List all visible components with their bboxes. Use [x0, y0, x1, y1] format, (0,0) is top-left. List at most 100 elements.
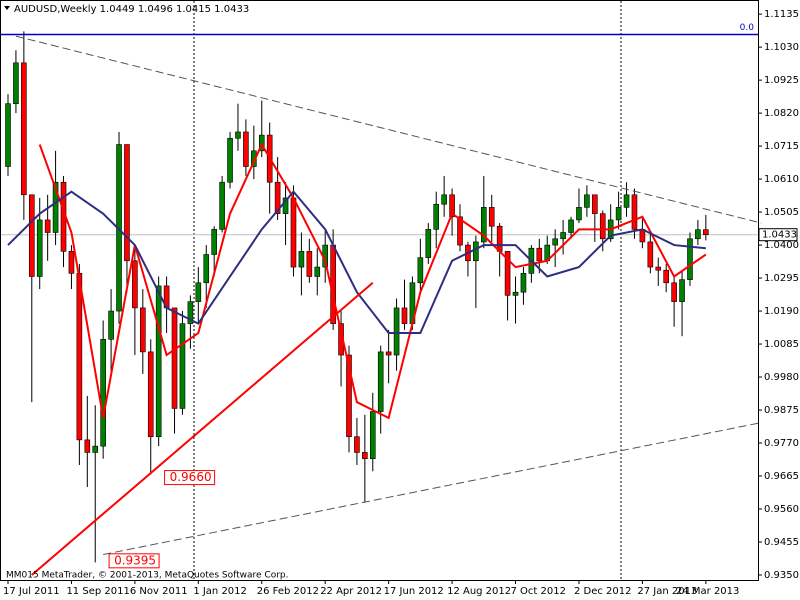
- candle-body: [504, 251, 511, 296]
- candle-body: [687, 238, 693, 280]
- candle-body: [155, 285, 162, 438]
- candle-body: [592, 194, 598, 214]
- candle-body: [36, 219, 43, 277]
- candle-body: [568, 219, 574, 233]
- y-tick-label: 1.0610: [764, 174, 799, 185]
- candle-body: [679, 279, 685, 302]
- candle-body: [203, 254, 210, 284]
- candle-body: [354, 436, 360, 453]
- candle-body: [362, 452, 368, 460]
- x-tick-label: 12 Aug 2012: [447, 586, 511, 597]
- candle-body: [140, 307, 146, 353]
- candle-body: [52, 181, 59, 233]
- copyright: MM015 MetaTrader, © 2001-2013, MetaQuote…: [6, 571, 288, 581]
- y-tick-label: 1.0400: [764, 240, 799, 251]
- candle-body: [536, 247, 543, 262]
- candle-body: [346, 354, 352, 438]
- candle-body: [76, 273, 83, 441]
- x-tick-label: 11 Sep 2011: [66, 586, 129, 597]
- line: [31, 282, 374, 576]
- candle-body: [227, 137, 233, 183]
- candle-body: [488, 207, 495, 227]
- candle-body: [473, 241, 479, 262]
- x-tick-label: 27 Jan 2013: [637, 586, 697, 597]
- candle-body: [211, 229, 217, 255]
- price-label: 0.9660: [170, 470, 212, 484]
- y-tick-label: 0.9455: [764, 537, 799, 548]
- y-tick-label: 0.9980: [764, 372, 799, 383]
- candle-body: [314, 266, 321, 277]
- candle-body: [599, 213, 606, 240]
- candle-body: [84, 439, 91, 453]
- candle-body: [124, 144, 130, 262]
- y-tick-label: 1.0925: [764, 75, 799, 86]
- candle-body: [68, 251, 75, 274]
- plot: 0.0 0.9660 0.9395: [1, 23, 762, 576]
- y-tick-label: 0.9665: [764, 471, 799, 482]
- candle-body: [195, 282, 202, 302]
- candle-body: [393, 307, 400, 356]
- candle-body: [647, 241, 654, 268]
- candle-body: [615, 207, 622, 221]
- y-tick-label: 1.0820: [764, 108, 799, 119]
- x-tick-label: 17 Jun 2012: [384, 586, 444, 597]
- x-tick-label: 6 Nov 2011: [130, 586, 188, 597]
- candle-body: [385, 351, 392, 356]
- y-tick-label: 1.1135: [764, 9, 799, 20]
- line: [7, 190, 706, 335]
- candle-body: [298, 251, 305, 268]
- candle-body: [433, 203, 440, 230]
- x-tick-label: 2 Dec 2012: [574, 586, 632, 597]
- candle-body: [552, 238, 558, 246]
- candle-body: [425, 229, 432, 258]
- candle-body: [21, 62, 27, 196]
- candle-body: [655, 266, 662, 271]
- y-tick-label: 0.9350: [764, 570, 799, 581]
- y-tick-label: 1.0715: [764, 141, 799, 152]
- candle-body: [13, 62, 19, 104]
- x-tick-label: 22 Apr 2012: [320, 586, 382, 597]
- candle-body: [457, 216, 463, 246]
- candle-body: [108, 310, 114, 340]
- x-tick-label: 24 Mar 2013: [676, 586, 739, 597]
- x-tick-label: 1 Jan 2012: [193, 586, 247, 597]
- x-tick-label: 7 Oct 2012: [511, 586, 566, 597]
- y-tick-label: 1.0190: [764, 306, 799, 317]
- y-tick-label: 0.9770: [764, 438, 799, 449]
- menu-arrow: [4, 6, 10, 10]
- candle-body: [703, 229, 709, 236]
- candle-body: [417, 257, 424, 284]
- plot-frame: [0, 0, 759, 581]
- candle-body: [520, 273, 527, 293]
- candle-body: [401, 307, 408, 324]
- candle-body: [282, 197, 289, 214]
- line: [103, 422, 762, 556]
- y-tick-label: 0.9560: [764, 504, 799, 515]
- candle-body: [449, 194, 455, 218]
- candle-body: [631, 194, 638, 230]
- current-price-label: 1.0433: [762, 230, 797, 241]
- candle-body: [290, 197, 297, 268]
- candle-body: [560, 232, 566, 240]
- candle-body: [28, 194, 35, 277]
- candle-body: [584, 194, 590, 208]
- candle-body: [5, 103, 11, 167]
- candle-body: [132, 260, 138, 309]
- candle-body: [695, 229, 701, 240]
- y-tick-label: 1.1030: [764, 42, 799, 53]
- price-label-box: [164, 470, 216, 486]
- candle-body: [100, 339, 106, 447]
- candle-body: [480, 207, 487, 243]
- candle-body: [235, 131, 241, 139]
- candle-body: [219, 181, 225, 230]
- line: [38, 142, 707, 420]
- y-tick-label: 0.9875: [764, 405, 799, 416]
- candle-body: [623, 194, 630, 208]
- candle-body: [147, 351, 154, 438]
- candle-body: [179, 323, 186, 409]
- y-tick-label: 1.0505: [764, 207, 799, 218]
- candle-body: [441, 194, 447, 205]
- candle-body: [576, 207, 582, 221]
- candle-body: [512, 291, 519, 296]
- candle-body: [377, 351, 384, 412]
